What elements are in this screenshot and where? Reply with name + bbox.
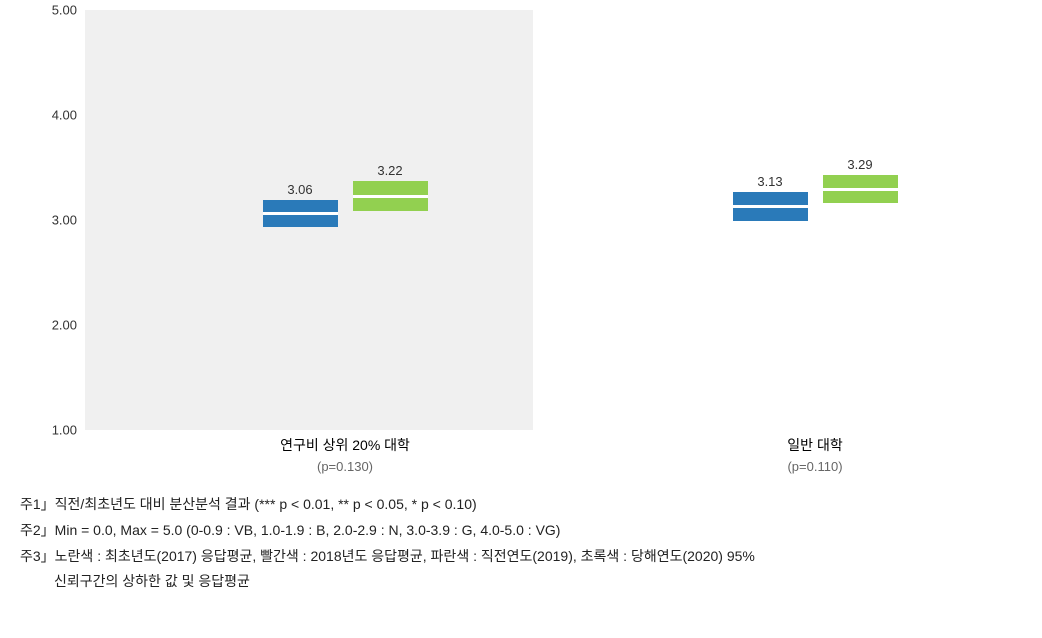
box-body [353,181,428,210]
box-body [733,192,808,221]
x-label-group: 연구비 상위 20% 대학 (p=0.130) [280,435,410,474]
plot-area: 3.06 3.22 3.13 3.29 [85,10,1005,430]
y-tick: 1.00 [52,423,77,438]
box-median-line [353,195,428,198]
box-median-line [733,205,808,208]
box-blue: 3.06 [263,200,338,227]
box-green: 3.22 [353,181,428,210]
y-axis: 5.00 4.00 3.00 2.00 1.00 [20,5,85,440]
box-value-label: 3.06 [287,182,312,197]
box-green: 3.29 [823,175,898,203]
footnote-1: 주1」직전/최초년도 대비 분산분석 결과 (*** p < 0.01, ** … [20,493,1042,517]
y-tick: 2.00 [52,318,77,333]
box-value-label: 3.22 [377,163,402,178]
box-median-line [263,212,338,215]
box-blue: 3.13 [733,192,808,221]
x-label-group: 일반 대학 (p=0.110) [787,435,842,474]
box-median-line [823,188,898,191]
box-body [263,200,338,227]
footnote-3: 주3」노란색 : 최초년도(2017) 응답평균, 빨간색 : 2018년도 응… [20,545,1042,569]
footnote-3-cont: 신뢰구간의 상하한 값 및 응답평균 [54,570,1042,594]
box-body [823,175,898,203]
footnotes: 주1」직전/최초년도 대비 분산분석 결과 (*** p < 0.01, ** … [20,493,1042,594]
x-pvalue-label: (p=0.110) [787,459,842,474]
x-pvalue-label: (p=0.130) [280,459,410,474]
y-tick: 5.00 [52,3,77,18]
footnote-2: 주2」Min = 0.0, Max = 5.0 (0-0.9 : VB, 1.0… [20,519,1042,543]
box-value-label: 3.29 [847,157,872,172]
chart-container: 5.00 4.00 3.00 2.00 1.00 3.06 3.22 3.13 3.2… [20,5,1020,475]
box-value-label: 3.13 [757,174,782,189]
x-category-label: 연구비 상위 20% 대학 [280,435,410,455]
y-tick: 3.00 [52,213,77,228]
x-category-label: 일반 대학 [787,435,842,455]
y-tick: 4.00 [52,108,77,123]
